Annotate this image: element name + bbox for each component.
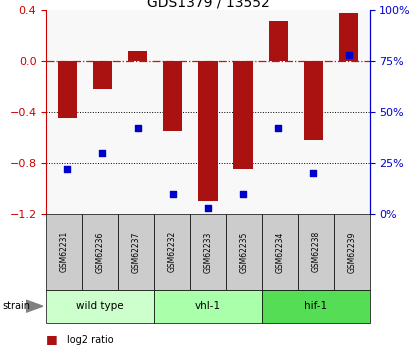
Bar: [234, 61, 253, 169]
Text: wild type: wild type: [76, 301, 124, 311]
Text: GSM62237: GSM62237: [131, 231, 141, 273]
Polygon shape: [26, 300, 43, 312]
Title: GDS1379 / 13552: GDS1379 / 13552: [147, 0, 269, 9]
Text: strain: strain: [2, 301, 30, 311]
Text: GSM62235: GSM62235: [239, 231, 248, 273]
Bar: [304, 61, 323, 140]
Point: [169, 191, 176, 196]
Text: GSM62231: GSM62231: [60, 231, 68, 273]
Text: GSM62233: GSM62233: [203, 231, 213, 273]
Bar: [268, 21, 288, 61]
Point: [64, 166, 71, 172]
Point: [345, 52, 352, 58]
Point: [310, 170, 317, 176]
Text: hif-1: hif-1: [304, 301, 327, 311]
Text: GSM62232: GSM62232: [168, 231, 176, 273]
Text: GSM62239: GSM62239: [347, 231, 356, 273]
Text: vhl-1: vhl-1: [195, 301, 221, 311]
Point: [99, 150, 106, 156]
Bar: [58, 61, 77, 118]
Bar: [198, 61, 218, 201]
Bar: [163, 61, 182, 131]
Text: GSM62238: GSM62238: [311, 231, 320, 273]
Text: GSM62234: GSM62234: [275, 231, 284, 273]
Text: GSM62236: GSM62236: [96, 231, 105, 273]
Text: ■: ■: [46, 333, 58, 345]
Text: log2 ratio: log2 ratio: [67, 335, 114, 345]
Bar: [93, 61, 112, 89]
Point: [240, 191, 247, 196]
Point: [275, 126, 281, 131]
Bar: [128, 51, 147, 61]
Point: [205, 205, 211, 210]
Bar: [339, 13, 358, 61]
Point: [134, 126, 141, 131]
